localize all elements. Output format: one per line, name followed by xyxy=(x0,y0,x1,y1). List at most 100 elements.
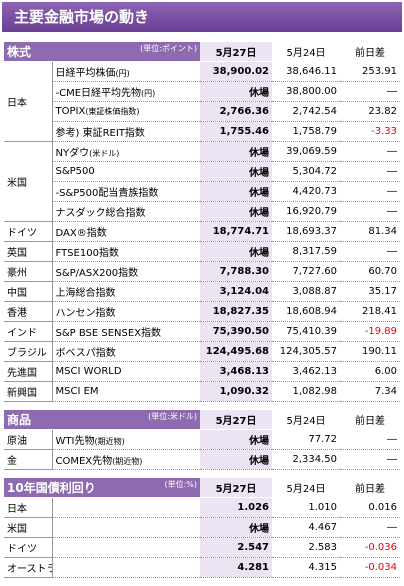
instrument-name: FTSE100指数 xyxy=(55,248,119,259)
value-cell: 1,090.32 xyxy=(200,381,273,402)
value-cell: 60.70 xyxy=(340,261,401,282)
value-cell: -3.33 xyxy=(340,121,401,142)
data-row: 中国 上海総合指数 3,124.04 3,088.87 35.17 xyxy=(4,281,401,302)
instrument xyxy=(52,557,200,578)
instrument: S&P500 xyxy=(52,161,201,182)
instrument: FTSE100指数 xyxy=(52,241,201,262)
value-cell: 77.72 xyxy=(272,429,341,450)
value-cell: 2,742.54 xyxy=(272,101,341,122)
region: 米国 xyxy=(4,517,53,538)
region: 金 xyxy=(4,449,53,470)
data-row: 米国 休場 4.467 ― xyxy=(4,517,400,538)
data-row: 原油 WTI先物(期近物) 休場 77.72 ― xyxy=(4,429,401,450)
data-row: -S&P500配当貴族指数 休場 4,420.73 ― xyxy=(4,181,401,202)
value-cell: ― xyxy=(340,429,401,450)
instrument-name: DAX®指数 xyxy=(55,228,107,239)
data-row: 金 COMEX先物(期近物) 休場 2,334.50 ― xyxy=(4,449,401,470)
instrument-name: MSCI WORLD xyxy=(55,366,122,377)
value-cell: 124,305.57 xyxy=(272,341,341,362)
data-row: 英国 FTSE100指数 休場 8,317.59 ― xyxy=(4,241,401,262)
instrument-name: 参考) 東証REIT指数 xyxy=(55,128,145,139)
instrument-note: (期近物) xyxy=(112,457,143,466)
value-cell: 休場 xyxy=(200,141,273,162)
value-cell: 218.41 xyxy=(340,301,401,322)
value-cell: 253.91 xyxy=(340,61,401,82)
value-cell: 2.583 xyxy=(272,537,340,558)
value-cell: 18,693.37 xyxy=(272,221,341,242)
value-cell: ― xyxy=(340,181,401,202)
value-cell: 1,755.46 xyxy=(200,121,273,142)
instrument: S&P BSE SENSEX指数 xyxy=(52,321,201,342)
value-cell: -0.034 xyxy=(340,557,400,578)
value-cell: 休場 xyxy=(200,517,272,538)
data-row: 日本 1.026 1.010 0.016 xyxy=(4,497,400,518)
instrument-name: ボベスパ指数 xyxy=(55,348,116,359)
region: 日本 xyxy=(4,61,53,142)
value-cell: 1.026 xyxy=(200,497,272,518)
instrument: TOPIX(東証株価指数) xyxy=(52,101,201,122)
column-header: 5月24日 xyxy=(272,42,341,62)
instrument-name: 日経平均株価 xyxy=(55,68,116,79)
value-cell: 休場 xyxy=(200,241,273,262)
value-cell: -0.036 xyxy=(340,537,400,558)
instrument: ナスダック総合指数 xyxy=(52,201,201,222)
value-cell: -19.89 xyxy=(340,321,401,342)
value-cell: 38,900.02 xyxy=(200,61,273,82)
instrument-name: COMEX先物 xyxy=(55,456,113,467)
instrument-name: S&P/ASX200指数 xyxy=(55,268,139,279)
column-header: 5月24日 xyxy=(272,410,341,430)
value-cell: 18,774.71 xyxy=(200,221,273,242)
value-cell: 4.467 xyxy=(272,517,340,538)
region: オーストラリア xyxy=(4,557,53,578)
instrument: 上海総合指数 xyxy=(52,281,201,302)
section-table: 商品 (単位:米ドル) 5月27日 5月24日 前日差 原油 WTI先物(期近物) 休場 77.… xyxy=(4,410,401,470)
value-cell: 38,800.00 xyxy=(272,81,341,102)
data-row: TOPIX(東証株価指数) 2,766.36 2,742.54 23.82 xyxy=(4,101,401,122)
column-header: 5月24日 xyxy=(272,478,340,498)
value-cell: 4.281 xyxy=(200,557,272,578)
value-cell: 休場 xyxy=(200,181,273,202)
instrument: MSCI WORLD xyxy=(52,361,201,382)
section-label: 商品 xyxy=(7,413,32,427)
section-unit: (単位:%) xyxy=(164,480,197,489)
data-row: ドイツ 2.547 2.583 -0.036 xyxy=(4,537,400,558)
data-row: インド S&P BSE SENSEX指数 75,390.50 75,410.39 -19… xyxy=(4,321,401,342)
section-label: 10年国債利回り xyxy=(7,481,96,495)
data-row: 日本 日経平均株価(円) 38,900.02 38,646.11 253.91 xyxy=(4,61,401,142)
instrument-name: S&P BSE SENSEX指数 xyxy=(55,328,162,339)
value-cell: ― xyxy=(340,517,400,538)
value-cell: 0.016 xyxy=(340,497,400,518)
value-cell: 18,608.94 xyxy=(272,301,341,322)
instrument: MSCI EM xyxy=(52,381,201,402)
value-cell: 4,420.73 xyxy=(272,181,341,202)
region: 先進国 xyxy=(4,361,53,382)
value-cell: 休場 xyxy=(200,81,273,102)
instrument: 参考) 東証REIT指数 xyxy=(52,121,201,142)
data-row: 先進国 MSCI WORLD 3,468.13 3,462.13 6.00 xyxy=(4,361,401,382)
instrument-name: MSCI EM xyxy=(55,386,99,397)
value-cell: ― xyxy=(340,141,401,162)
value-cell: 75,390.50 xyxy=(200,321,273,342)
region: 香港 xyxy=(4,301,53,322)
value-cell: 3,124.04 xyxy=(200,281,273,302)
instrument-note: (円) xyxy=(141,89,156,98)
section-table: 株式 (単位:ポイント) 5月27日 5月24日 前日差 日本 日経平均株価(円) 38,90… xyxy=(4,42,401,402)
instrument: WTI先物(期近物) xyxy=(52,429,201,450)
region: ドイツ xyxy=(4,221,53,242)
instrument-name: TOPIX xyxy=(55,106,86,117)
value-cell: 81.34 xyxy=(340,221,401,242)
data-row: ドイツ DAX®指数 18,774.71 18,693.37 81.34 xyxy=(4,221,401,242)
value-cell: 7.34 xyxy=(340,381,401,402)
value-cell: 23.82 xyxy=(340,101,401,122)
column-header: 5月27日 xyxy=(200,478,272,498)
column-header: 5月27日 xyxy=(200,410,273,430)
instrument-name: NYダウ xyxy=(55,148,90,159)
region: 英国 xyxy=(4,241,53,262)
value-cell: 3,088.87 xyxy=(272,281,341,302)
section-unit: (単位:米ドル) xyxy=(148,412,198,421)
section-header: 商品 (単位:米ドル) xyxy=(4,410,201,430)
instrument xyxy=(52,497,200,518)
region: 新興国 xyxy=(4,381,53,402)
tables: 株式 (単位:ポイント) 5月27日 5月24日 前日差 日本 日経平均株価(円) 38,90… xyxy=(4,42,401,586)
